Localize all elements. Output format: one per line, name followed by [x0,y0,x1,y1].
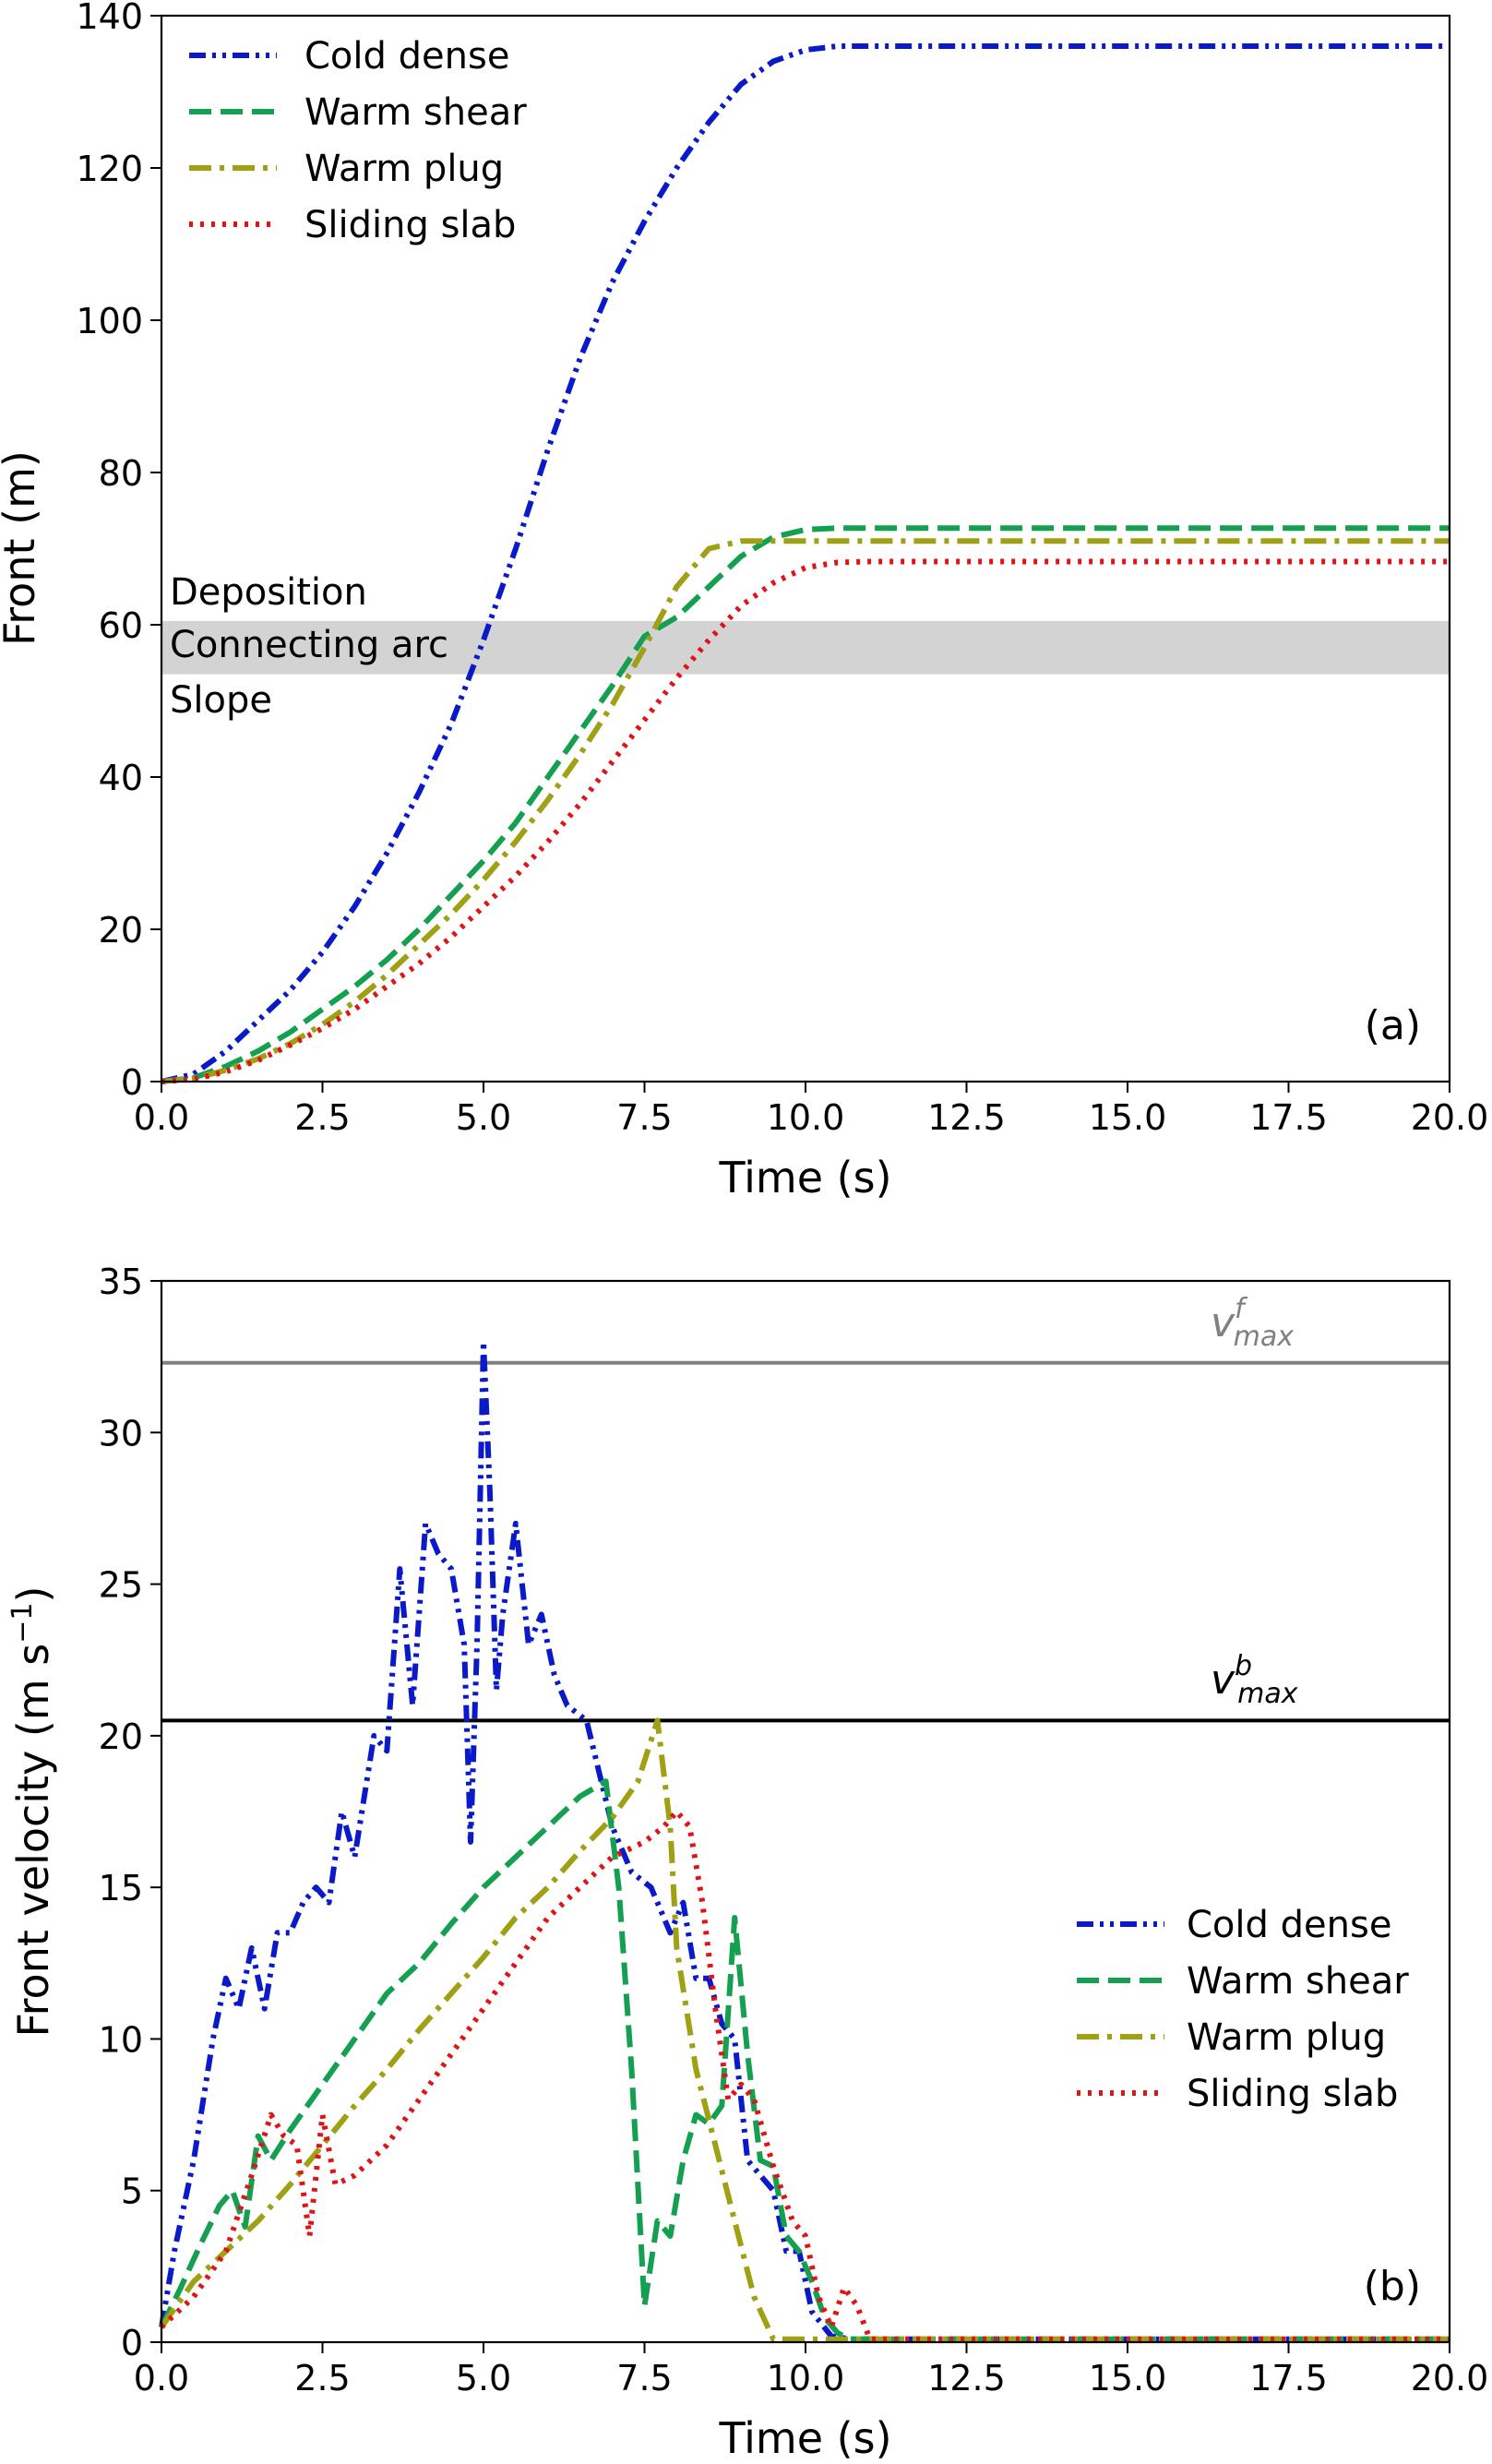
x-tick-label: 10.0 [767,1097,845,1138]
legend-label-cold-dense: Cold dense [304,35,509,78]
y-tick-label: 100 [76,301,143,341]
series-line-sliding-slab [159,1809,1450,2342]
panel-b-frame [160,1279,1451,2344]
y-tick-label: 80 [99,453,143,494]
y-tick-label: 140 [76,0,143,37]
series-line-warm-shear [159,1778,1450,2342]
x-tick-label: 17.5 [1249,1097,1328,1138]
y-tick-label: 20 [99,910,143,951]
y-tick-label: 120 [76,149,143,189]
panel-b-legend: Cold dense Warm shear Warm plug Sliding sla… [1077,1904,1409,2115]
panel-a-label: (a) [1365,1002,1421,1049]
y-tick-label: 0 [121,1062,143,1103]
y-tick-label: 20 [99,1716,143,1757]
y-tick-label: 25 [99,1565,143,1606]
legend-label-sliding-slab: Sliding slab [304,204,516,246]
panel-a-y-axis-label: Front (m) [0,450,44,646]
x-tick-label: 12.5 [927,1097,1006,1138]
legend-label-warm-plug: Warm plug [1187,2016,1386,2059]
y-tick-label: 35 [99,1262,143,1302]
legend-label-warm-shear: Warm shear [304,91,527,134]
panel-b-x-ticks: 0.0 2.5 5.0 7.5 10.0 12.5 15.0 17.5 20.0 [134,2342,1489,2398]
panel-a-x-ticks: 0.0 2.5 5.0 7.5 10.0 12.5 15.0 17.5 20.0 [134,1082,1489,1138]
panel-b-y-axis-label: Front velocity (m s−1) [6,1586,58,2038]
x-tick-label: 2.5 [294,1097,350,1138]
x-tick-label: 17.5 [1249,2358,1328,2398]
y-tick-label: 5 [121,2171,143,2212]
annotation-slope: Slope [170,679,272,722]
x-tick-label: 2.5 [294,2358,350,2398]
x-tick-label: 5.0 [456,2358,511,2398]
vb-max-label: vb max [1211,1650,1298,1710]
series-line-warm-shear [161,525,1450,1084]
y-tick-label: 30 [99,1413,143,1453]
x-tick-label: 5.0 [456,1097,511,1138]
x-tick-label: 15.0 [1089,1097,1167,1138]
panel-a-series [161,43,1450,1084]
y-tick-label: 15 [99,1868,143,1908]
legend-label-warm-shear: Warm shear [1187,1960,1409,2003]
x-tick-label: 7.5 [616,2358,672,2398]
legend-label-cold-dense: Cold dense [1187,1904,1391,1946]
x-tick-label: 0.0 [134,1097,189,1138]
x-tick-label: 15.0 [1089,2358,1167,2398]
legend-label-sliding-slab: Sliding slab [1187,2073,1398,2115]
x-tick-label: 7.5 [616,1097,672,1138]
series-line-cold-dense [161,43,1450,1084]
x-tick-label: 10.0 [767,2358,845,2398]
y-tick-label: 10 [99,2019,143,2060]
series-line-cold-dense [159,1338,1450,2342]
y-tick-label: 40 [99,758,143,798]
panel-b-y-ticks: 0 5 10 15 20 25 30 35 [99,1262,161,2363]
x-tick-label: 12.5 [927,2358,1006,2398]
panel-b-x-axis-label: Time (s) [718,2413,891,2463]
vf-max-label: vf max [1211,1293,1294,1353]
panel-b-reference-lines [161,1360,1450,1723]
x-tick-label: 0.0 [134,2358,189,2398]
panel-a-legend: Cold dense Warm shear Warm plug Sliding sla… [189,35,527,246]
panel-b-label: (b) [1364,2263,1421,2310]
annotation-deposition: Deposition [170,571,367,614]
panel-a-x-axis-label: Time (s) [718,1153,891,1202]
y-tick-label: 60 [99,605,143,646]
series-line-warm-plug [159,1717,1450,2342]
annotation-connecting-arc: Connecting arc [170,624,448,666]
series-line-sliding-slab [161,558,1450,1084]
x-tick-label: 20.0 [1411,2358,1489,2398]
y-tick-label: 0 [121,2323,143,2363]
panel-a-y-ticks: 0 20 40 60 80 100 120 140 [76,0,161,1103]
panel-b: 0.0 2.5 5.0 7.5 10.0 12.5 15.0 17.5 20.0 0 5 10 15 2… [6,1262,1488,2463]
panel-b-series [159,1338,1450,2342]
x-tick-label: 20.0 [1411,1097,1489,1138]
series-line-warm-plug [161,538,1450,1084]
legend-label-warm-plug: Warm plug [304,148,504,190]
panel-a: 0.0 2.5 5.0 7.5 10.0 12.5 15.0 17.5 20.0 0 20 40 60… [0,0,1488,1202]
band-connecting-arc [161,620,1450,675]
